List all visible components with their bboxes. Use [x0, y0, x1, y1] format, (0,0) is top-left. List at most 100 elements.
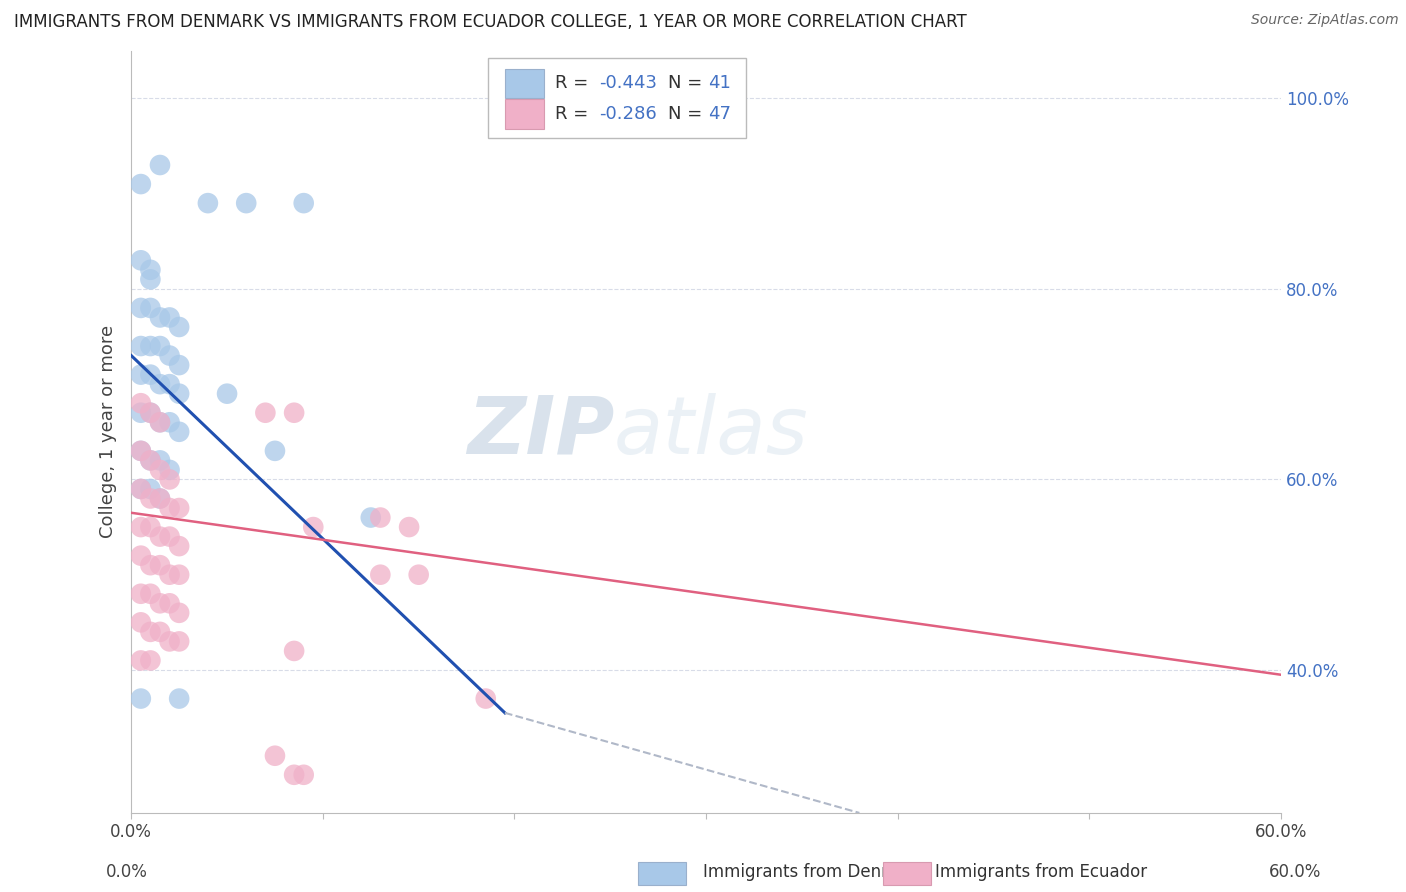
- Point: [159, 567, 181, 582]
- Point: [129, 406, 152, 420]
- Point: [139, 558, 162, 573]
- Point: [129, 253, 152, 268]
- Point: [129, 339, 152, 353]
- Text: -0.443: -0.443: [599, 74, 657, 93]
- Point: [370, 567, 392, 582]
- Point: [139, 272, 162, 286]
- Point: [129, 615, 152, 630]
- Point: [139, 262, 162, 277]
- Point: [159, 596, 181, 610]
- Point: [129, 443, 152, 458]
- Point: [129, 443, 152, 458]
- Point: [149, 491, 172, 506]
- Point: [129, 396, 152, 410]
- Point: [159, 472, 181, 486]
- Point: [254, 406, 277, 420]
- Point: [129, 587, 152, 601]
- Point: [292, 768, 315, 782]
- Point: [129, 177, 152, 191]
- Text: N =: N =: [668, 74, 709, 93]
- Point: [139, 520, 162, 534]
- Point: [149, 158, 172, 172]
- Point: [149, 491, 172, 506]
- Point: [283, 644, 305, 658]
- Text: R =: R =: [555, 105, 595, 123]
- Text: ZIP: ZIP: [467, 392, 614, 471]
- Text: IMMIGRANTS FROM DENMARK VS IMMIGRANTS FROM ECUADOR COLLEGE, 1 YEAR OR MORE CORRE: IMMIGRANTS FROM DENMARK VS IMMIGRANTS FR…: [14, 13, 967, 31]
- Point: [474, 691, 496, 706]
- Point: [139, 406, 162, 420]
- Text: 41: 41: [709, 74, 731, 93]
- Point: [139, 453, 162, 467]
- Point: [197, 196, 219, 211]
- FancyBboxPatch shape: [488, 58, 747, 138]
- Text: Immigrants from Denmark: Immigrants from Denmark: [703, 863, 924, 881]
- Point: [159, 530, 181, 544]
- Point: [167, 320, 190, 334]
- Point: [235, 196, 257, 211]
- Point: [129, 482, 152, 496]
- Point: [215, 386, 238, 401]
- Point: [149, 377, 172, 392]
- Point: [149, 463, 172, 477]
- FancyBboxPatch shape: [505, 99, 544, 128]
- Point: [167, 606, 190, 620]
- Point: [264, 443, 287, 458]
- Point: [370, 510, 392, 524]
- Point: [129, 549, 152, 563]
- Point: [283, 768, 305, 782]
- Text: 60.0%: 60.0%: [1270, 863, 1322, 881]
- Point: [167, 425, 190, 439]
- Point: [149, 624, 172, 639]
- Point: [129, 691, 152, 706]
- Text: atlas: atlas: [614, 392, 808, 471]
- Point: [129, 653, 152, 667]
- Text: 0.0%: 0.0%: [105, 863, 148, 881]
- Point: [292, 196, 315, 211]
- Point: [167, 386, 190, 401]
- Point: [408, 567, 430, 582]
- Y-axis label: College, 1 year or more: College, 1 year or more: [100, 326, 117, 539]
- Point: [149, 339, 172, 353]
- Point: [139, 653, 162, 667]
- Point: [129, 520, 152, 534]
- Point: [139, 482, 162, 496]
- Point: [129, 368, 152, 382]
- Point: [149, 530, 172, 544]
- Point: [139, 339, 162, 353]
- Text: N =: N =: [668, 105, 709, 123]
- Point: [283, 406, 305, 420]
- Point: [149, 415, 172, 429]
- Point: [360, 510, 382, 524]
- Point: [159, 377, 181, 392]
- FancyBboxPatch shape: [505, 69, 544, 98]
- Point: [139, 368, 162, 382]
- Point: [149, 596, 172, 610]
- Point: [149, 558, 172, 573]
- Point: [139, 453, 162, 467]
- Point: [159, 501, 181, 516]
- Text: Immigrants from Ecuador: Immigrants from Ecuador: [935, 863, 1147, 881]
- Point: [129, 482, 152, 496]
- Point: [398, 520, 420, 534]
- Point: [149, 415, 172, 429]
- Point: [139, 406, 162, 420]
- Point: [129, 301, 152, 315]
- Text: -0.286: -0.286: [599, 105, 657, 123]
- Point: [159, 634, 181, 648]
- Point: [159, 349, 181, 363]
- Point: [139, 301, 162, 315]
- Point: [159, 310, 181, 325]
- Point: [159, 415, 181, 429]
- Point: [139, 624, 162, 639]
- Point: [167, 567, 190, 582]
- Point: [167, 501, 190, 516]
- Point: [167, 539, 190, 553]
- Text: 47: 47: [709, 105, 731, 123]
- Point: [139, 587, 162, 601]
- Text: R =: R =: [555, 74, 595, 93]
- Point: [149, 453, 172, 467]
- Point: [264, 748, 287, 763]
- Point: [149, 310, 172, 325]
- Point: [167, 691, 190, 706]
